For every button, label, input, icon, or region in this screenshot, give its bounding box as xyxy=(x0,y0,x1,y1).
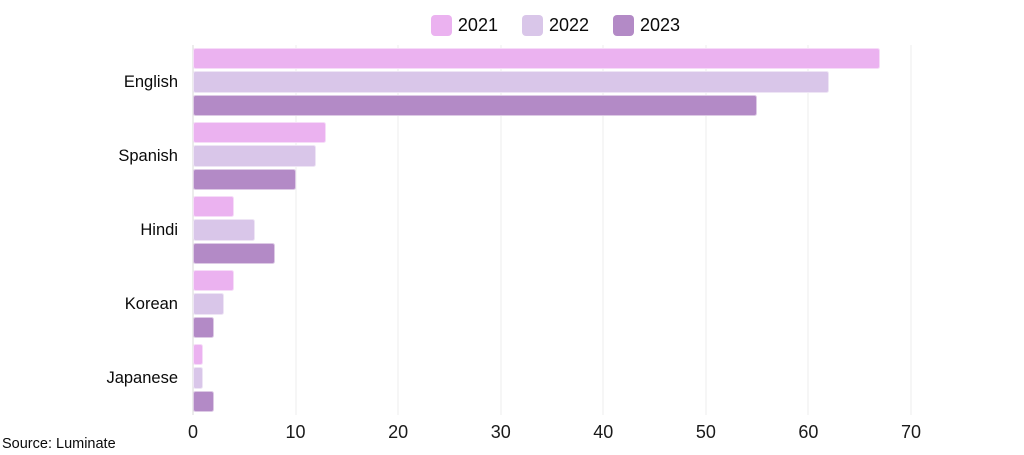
bar-korean-2021[interactable] xyxy=(193,269,235,292)
legend-item-2021[interactable]: 2021 xyxy=(430,14,498,36)
x-tick-10: 10 xyxy=(285,422,306,442)
legend-swatch-2021 xyxy=(430,14,452,36)
bar-english-2023[interactable] xyxy=(193,94,758,117)
bar-spanish-2021[interactable] xyxy=(193,121,327,144)
bar-group-hindi xyxy=(193,193,911,267)
bar-japanese-2021[interactable] xyxy=(193,343,204,366)
x-tick-30: 30 xyxy=(490,422,511,442)
category-label-english: English xyxy=(123,72,178,91)
x-tick-60: 60 xyxy=(798,422,819,442)
bar-japanese-2023[interactable] xyxy=(193,390,214,413)
legend-label-2022: 2022 xyxy=(548,14,590,35)
legend: 2021 2022 2023 xyxy=(193,12,918,38)
bar-japanese-2022[interactable] xyxy=(193,367,204,389)
bar-group-japanese xyxy=(193,341,911,415)
x-tick-40: 40 xyxy=(593,422,614,442)
gridline-40 xyxy=(602,45,604,415)
category-label-spanish: Spanish xyxy=(118,146,178,165)
category-label-korean: Korean xyxy=(124,294,178,313)
bar-korean-2023[interactable] xyxy=(193,316,214,339)
x-tick-0: 0 xyxy=(187,422,199,442)
y-axis-labels: English Spanish Hindi Korean Japanese xyxy=(0,45,178,415)
legend-label-2023: 2023 xyxy=(640,14,681,35)
bar-group-spanish xyxy=(193,119,911,193)
bar-hindi-2021[interactable] xyxy=(193,195,235,218)
bar-hindi-2022[interactable] xyxy=(193,219,255,241)
legend-item-2022[interactable]: 2022 xyxy=(521,14,590,36)
legend-item-2023[interactable]: 2023 xyxy=(613,14,681,36)
gridline-10 xyxy=(295,45,297,415)
gridline-50 xyxy=(705,45,707,415)
x-axis: 0 10 20 30 40 50 60 70 xyxy=(188,422,921,446)
x-tick-20: 20 xyxy=(388,422,409,442)
category-label-japanese: Japanese xyxy=(106,368,178,387)
source-caption: Source: Luminate xyxy=(2,436,116,452)
bar-korean-2022[interactable] xyxy=(193,293,224,315)
category-label-hindi: Hindi xyxy=(140,220,178,239)
bar-english-2021[interactable] xyxy=(193,47,881,70)
bar-group-english xyxy=(193,45,911,119)
bar-spanish-2023[interactable] xyxy=(193,168,296,191)
gridline-70 xyxy=(910,45,912,415)
bar-group-korean xyxy=(193,267,911,341)
x-tick-50: 50 xyxy=(695,422,716,442)
bar-english-2022[interactable] xyxy=(193,71,829,93)
gridline-20 xyxy=(397,45,399,415)
bar-spanish-2022[interactable] xyxy=(193,145,317,167)
legend-swatch-2022 xyxy=(521,14,543,36)
bar-hindi-2023[interactable] xyxy=(193,242,276,265)
bar-series xyxy=(193,45,911,415)
gridline-30 xyxy=(500,45,502,415)
legend-label-2021: 2021 xyxy=(457,14,498,35)
x-tick-70: 70 xyxy=(900,422,922,442)
plot-area xyxy=(192,45,912,415)
legend-swatch-2023 xyxy=(613,14,635,36)
gridline-60 xyxy=(807,45,809,415)
